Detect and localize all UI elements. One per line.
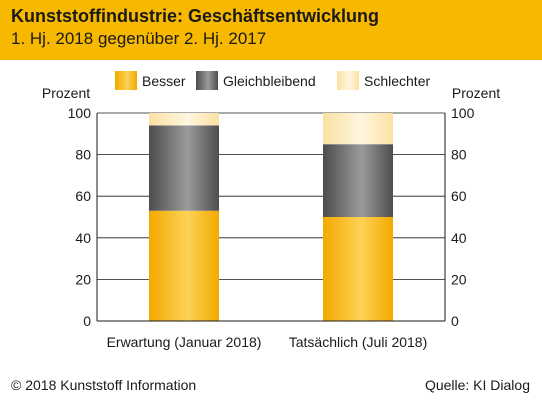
y-tick-label-right: 40 [451, 230, 467, 246]
y-tick-label-left: 60 [75, 188, 91, 204]
legend-label-gleichbleibend: Gleichbleibend [223, 73, 316, 89]
y-axis-title-right: Prozent [452, 85, 500, 101]
chart-header: Kunststoffindustrie: Geschäftsentwicklun… [0, 0, 542, 60]
source-note: Quelle: KI Dialog [424, 377, 530, 393]
y-tick-label-right: 20 [451, 271, 467, 287]
legend-swatch-gleichbleibend [196, 71, 218, 90]
x-tick-label: Erwartung (Januar 2018) [107, 334, 262, 350]
legend-label-besser: Besser [142, 73, 186, 89]
y-tick-label-right: 60 [451, 188, 467, 204]
bar-besser-2 [323, 217, 393, 321]
y-axis-title-left: Prozent [42, 85, 90, 101]
legend-swatch-besser [115, 71, 137, 90]
axes [96, 113, 446, 322]
legend: Besser Gleichbleibend Schlechter [115, 71, 430, 90]
y-tick-label-right: 0 [451, 313, 459, 329]
y-tick-label-left: 40 [75, 230, 91, 246]
y-tick-label-right: 80 [451, 147, 467, 163]
bar-schlechter-1 [149, 113, 219, 126]
legend-label-schlechter: Schlechter [364, 73, 430, 89]
bars [149, 113, 393, 321]
bar-schlechter-2 [323, 113, 393, 145]
legend-swatch-schlechter [337, 71, 359, 90]
bar-gleichbleibend-1 [149, 125, 219, 211]
x-tick-label: Tatsächlich (Juli 2018) [289, 334, 428, 350]
y-tick-label-left: 80 [75, 147, 91, 163]
y-tick-label-left: 0 [83, 313, 91, 329]
bar-gleichbleibend-2 [323, 144, 393, 217]
copyright-notice: © 2018 Kunststoff Information [11, 377, 197, 393]
chart-title: Kunststoffindustrie: Geschäftsentwicklun… [11, 6, 380, 26]
chart-subtitle: 1. Hj. 2018 gegenüber 2. Hj. 2017 [11, 29, 267, 48]
labels: 0 0 20 20 40 40 60 60 80 80 100 100 Prozent Prozent Er… [42, 85, 500, 350]
y-tick-label-left: 100 [68, 105, 92, 121]
stacked-bar-chart: Besser Gleichbleibend Schlechter 0 0 20 20 40 4… [42, 71, 500, 350]
bar-besser-1 [149, 210, 219, 321]
y-tick-label-left: 20 [75, 271, 91, 287]
y-tick-label-right: 100 [451, 105, 475, 121]
